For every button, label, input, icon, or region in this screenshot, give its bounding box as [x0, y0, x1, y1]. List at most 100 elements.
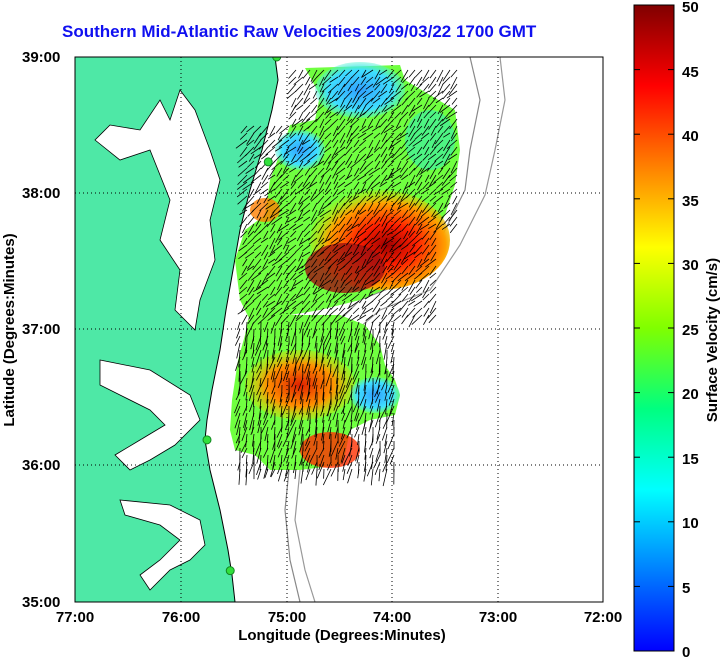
- velocity-arrow: [423, 118, 430, 129]
- velocity-arrow: [440, 181, 451, 190]
- velocity-arrow: [367, 118, 374, 128]
- velocity-arrow: [354, 209, 360, 219]
- velocity-arrow: [291, 118, 297, 127]
- velocity-arrow: [382, 461, 388, 473]
- velocity-arrow: [435, 97, 444, 104]
- velocity-arrow: [240, 300, 248, 313]
- velocity-arrow: [408, 293, 416, 303]
- velocity-arrow: [353, 237, 360, 245]
- velocity-arrow: [392, 265, 402, 275]
- velocity-arrow: [303, 223, 311, 232]
- velocity-arrow: [319, 125, 325, 136]
- velocity-arrow: [309, 272, 318, 282]
- velocity-arrow: [417, 258, 423, 268]
- velocity-arrow: [353, 188, 360, 199]
- velocity-arrow: [326, 342, 332, 356]
- velocity-arrow: [346, 461, 353, 474]
- lon-tick-label: 75:00: [268, 609, 306, 626]
- velocity-arrow: [411, 293, 423, 302]
- velocity-arrow: [288, 223, 297, 231]
- velocity-arrow: [335, 447, 339, 460]
- velocity-arrow: [322, 202, 332, 210]
- velocity-arrow: [247, 272, 255, 281]
- velocity-arrow: [439, 118, 451, 127]
- velocity-arrow: [443, 97, 451, 106]
- velocity-arrow: [241, 314, 248, 325]
- velocity-arrow: [283, 447, 290, 462]
- velocity-arrow: [387, 335, 395, 350]
- velocity-arrow: [297, 139, 304, 152]
- velocity-arrow: [291, 97, 297, 108]
- velocity-arrow: [386, 286, 395, 295]
- velocity-arrow: [345, 153, 353, 165]
- velocity-arrow: [264, 468, 269, 478]
- velocity-arrow: [370, 181, 381, 190]
- velocity-arrow: [240, 440, 248, 453]
- velocity-arrow: [371, 314, 381, 324]
- velocity-arrow: [318, 181, 325, 192]
- velocity-arrow: [405, 153, 416, 161]
- velocity-arrow: [326, 349, 332, 360]
- velocity-arrow: [289, 314, 297, 328]
- velocity-arrow: [366, 251, 374, 264]
- velocity-arrow: [248, 307, 255, 320]
- velocity-arrow: [415, 216, 423, 226]
- velocity-arrow: [386, 188, 395, 201]
- velocity-arrow: [285, 328, 290, 342]
- velocity-arrow: [277, 377, 283, 388]
- velocity-arrow: [389, 279, 395, 290]
- velocity-arrow: [254, 251, 262, 259]
- velocity-arrow: [248, 384, 255, 401]
- velocity-arrow: [308, 237, 318, 245]
- velocity-arrow: [330, 314, 339, 326]
- velocity-arrow: [371, 293, 381, 303]
- velocity-arrow: [381, 377, 388, 391]
- velocity-arrow: [303, 83, 311, 96]
- velocity-arrow: [312, 286, 318, 295]
- velocity-arrow: [431, 209, 437, 217]
- plot-frame: [74, 56, 604, 603]
- velocity-arrow: [234, 335, 241, 346]
- velocity-arrow: [300, 202, 311, 212]
- velocity-arrow: [408, 216, 416, 226]
- velocity-arrow: [260, 188, 269, 195]
- velocity-arrow: [370, 468, 374, 486]
- velocity-arrow: [280, 405, 283, 418]
- velocity-arrow: [294, 279, 304, 286]
- velocity-arrow: [435, 216, 444, 230]
- velocity-arrow: [251, 356, 255, 368]
- velocity-arrow: [287, 83, 297, 95]
- velocity-arrow: [414, 195, 423, 206]
- velocity-arrow: [397, 202, 402, 211]
- velocity-arrow: [247, 230, 255, 238]
- velocity-arrow: [315, 104, 325, 113]
- velocity-arrow: [328, 83, 339, 94]
- velocity-arrow: [310, 216, 318, 225]
- velocity-arrow: [354, 321, 360, 336]
- velocity-arrow: [245, 454, 248, 464]
- velocity-arrow: [431, 237, 437, 247]
- velocity-arrow: [384, 335, 388, 345]
- velocity-arrow: [391, 76, 402, 85]
- velocity-arrow: [276, 223, 283, 234]
- velocity-arrow: [310, 251, 318, 261]
- velocity-arrow: [310, 258, 318, 268]
- velocity-arrow: [252, 447, 255, 464]
- velocity-arrow: [260, 370, 269, 388]
- velocity-arrow: [401, 314, 409, 325]
- velocity-arrow: [352, 146, 360, 154]
- velocity-arrow: [360, 279, 367, 292]
- velocity-arrow: [346, 370, 353, 388]
- velocity-arrow: [378, 405, 388, 422]
- velocity-arrow: [442, 76, 451, 85]
- velocity-arrow: [401, 223, 409, 232]
- velocity-arrow: [416, 90, 423, 98]
- velocity-arrow: [344, 146, 353, 156]
- velocity-arrow: [324, 195, 332, 203]
- velocity-arrow: [352, 398, 360, 413]
- velocity-arrow: [422, 279, 430, 293]
- velocity-arrow: [373, 265, 381, 277]
- velocity-arrow: [327, 195, 339, 206]
- velocity-arrow: [449, 174, 458, 182]
- velocity-arrow: [451, 97, 458, 105]
